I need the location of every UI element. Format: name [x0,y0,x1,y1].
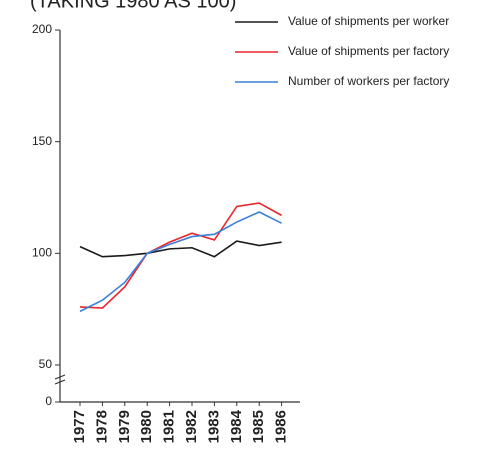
x-tick-label: 1986 [273,410,290,443]
series-line [79,211,282,313]
y-tick-label: 150 [32,134,52,148]
y-tick-label: 200 [32,22,52,36]
series-line [79,240,282,258]
x-tick-label: 1980 [138,410,155,443]
x-tick-label: 1982 [183,410,200,443]
x-tick-label: 1977 [71,410,88,443]
x-tick-label: 1978 [93,410,110,443]
chart-title: (TAKING 1980 AS 100) [30,0,236,12]
x-tick-label: 1983 [205,410,222,443]
y-tick-label: 100 [32,246,52,260]
y-tick-label: 50 [39,357,53,371]
legend-label: Value of shipments per factory [288,44,449,58]
legend-label: Value of shipments per worker [288,14,449,28]
x-tick-label: 1984 [228,409,245,443]
x-tick-label: 1985 [250,410,267,443]
legend-label: Number of workers per factory [288,74,449,88]
series-line [79,202,282,309]
axis-break [54,374,66,385]
x-tick-label: 1981 [161,410,178,443]
x-tick-label: 1979 [116,410,133,443]
y-tick-label: 0 [45,394,52,408]
